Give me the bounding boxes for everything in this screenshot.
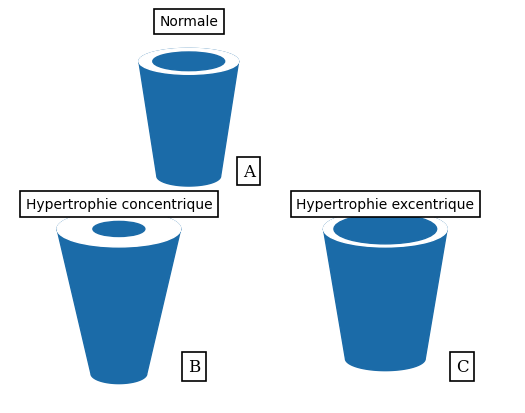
Text: Normale: Normale xyxy=(159,15,218,29)
Polygon shape xyxy=(57,211,181,384)
Text: B: B xyxy=(187,358,200,375)
Ellipse shape xyxy=(334,214,437,244)
Ellipse shape xyxy=(153,53,225,71)
Ellipse shape xyxy=(57,211,181,247)
Text: C: C xyxy=(456,358,468,375)
Text: A: A xyxy=(243,163,255,180)
Ellipse shape xyxy=(323,211,447,247)
Text: Hypertrophie excentrique: Hypertrophie excentrique xyxy=(296,197,474,211)
Polygon shape xyxy=(139,49,239,187)
Ellipse shape xyxy=(93,222,145,237)
Polygon shape xyxy=(323,211,447,371)
Ellipse shape xyxy=(139,49,239,75)
Text: Hypertrophie concentrique: Hypertrophie concentrique xyxy=(26,197,212,211)
